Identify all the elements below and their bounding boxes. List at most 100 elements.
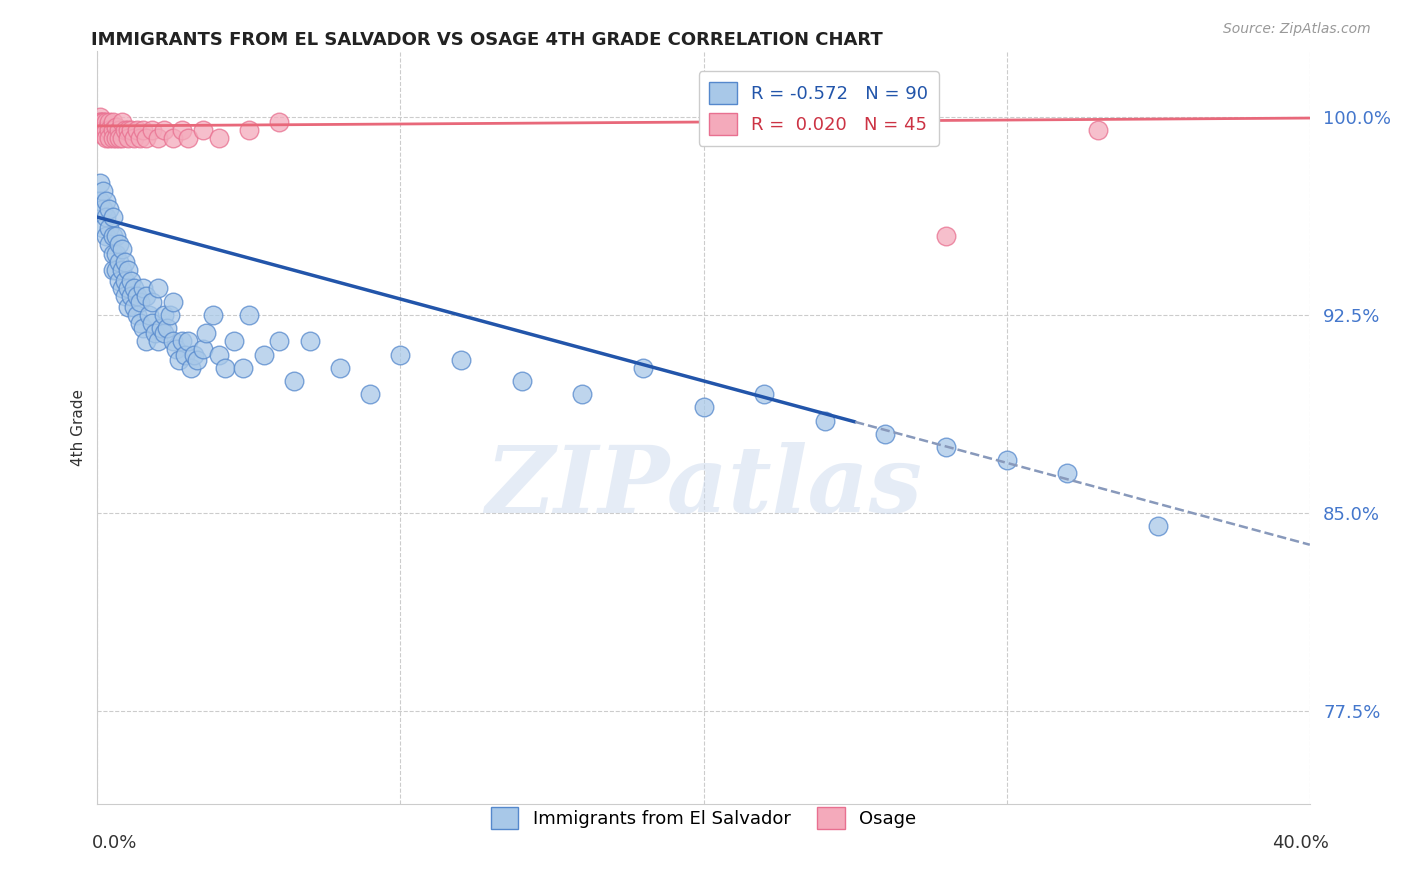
Point	[104, 120, 127, 135]
Point	[150, 321, 173, 335]
Point	[177, 334, 200, 349]
Point	[120, 289, 142, 303]
Point	[101, 115, 124, 129]
Point	[93, 115, 115, 129]
Point	[98, 236, 121, 251]
Point	[96, 131, 118, 145]
Point	[167, 352, 190, 367]
Legend: Immigrants from El Salvador, Osage: Immigrants from El Salvador, Osage	[484, 799, 924, 836]
Point	[186, 352, 208, 367]
Point	[132, 123, 155, 137]
Point	[814, 413, 837, 427]
Point	[98, 202, 121, 217]
Point	[98, 115, 121, 129]
Point	[110, 242, 132, 256]
Point	[114, 123, 136, 137]
Point	[138, 308, 160, 322]
Point	[159, 308, 181, 322]
Point	[174, 347, 197, 361]
Point	[214, 360, 236, 375]
Point	[269, 115, 291, 129]
Point	[162, 294, 184, 309]
Point	[135, 334, 157, 349]
Point	[98, 220, 121, 235]
Point	[114, 289, 136, 303]
Point	[120, 123, 142, 137]
Point	[450, 352, 472, 367]
Point	[104, 263, 127, 277]
Point	[89, 120, 111, 135]
Point	[107, 274, 129, 288]
Point	[114, 255, 136, 269]
Point	[128, 131, 150, 145]
Point	[89, 110, 111, 124]
Text: 40.0%: 40.0%	[1272, 834, 1329, 852]
Point	[117, 281, 139, 295]
Point	[183, 347, 205, 361]
Point	[96, 115, 118, 129]
Point	[692, 401, 714, 415]
Point	[754, 387, 776, 401]
Point	[193, 343, 215, 357]
Point	[135, 131, 157, 145]
Point	[96, 123, 118, 137]
Point	[172, 123, 194, 137]
Point	[93, 202, 115, 217]
Point	[101, 131, 124, 145]
Point	[117, 300, 139, 314]
Point	[141, 123, 163, 137]
Point	[125, 308, 148, 322]
Point	[104, 247, 127, 261]
Point	[110, 115, 132, 129]
Point	[238, 308, 260, 322]
Point	[114, 274, 136, 288]
Point	[101, 123, 124, 137]
Y-axis label: 4th Grade: 4th Grade	[72, 389, 86, 466]
Text: ZIPatlas: ZIPatlas	[485, 442, 922, 533]
Point	[172, 334, 194, 349]
Point	[117, 263, 139, 277]
Point	[89, 123, 111, 137]
Point	[153, 326, 176, 341]
Point	[195, 326, 218, 341]
Point	[128, 294, 150, 309]
Point	[162, 131, 184, 145]
Point	[96, 228, 118, 243]
Point	[141, 294, 163, 309]
Point	[96, 210, 118, 224]
Point	[135, 289, 157, 303]
Point	[117, 131, 139, 145]
Point	[101, 247, 124, 261]
Point	[207, 347, 229, 361]
Point	[153, 123, 176, 137]
Point	[132, 281, 155, 295]
Point	[89, 176, 111, 190]
Point	[104, 131, 127, 145]
Point	[98, 131, 121, 145]
Point	[122, 300, 145, 314]
Point	[110, 281, 132, 295]
Point	[120, 274, 142, 288]
Point	[165, 343, 187, 357]
Point	[875, 426, 897, 441]
Point	[122, 281, 145, 295]
Text: 0.0%: 0.0%	[91, 834, 136, 852]
Point	[128, 316, 150, 330]
Point	[232, 360, 254, 375]
Point	[93, 184, 115, 198]
Point	[146, 334, 169, 349]
Point	[132, 321, 155, 335]
Point	[269, 334, 291, 349]
Point	[89, 115, 111, 129]
Point	[162, 334, 184, 349]
Point	[1087, 123, 1109, 137]
Point	[935, 228, 957, 243]
Point	[631, 360, 654, 375]
Point	[93, 220, 115, 235]
Point	[193, 123, 215, 137]
Point	[110, 131, 132, 145]
Point	[117, 123, 139, 137]
Text: Source: ZipAtlas.com: Source: ZipAtlas.com	[1223, 22, 1371, 37]
Point	[238, 123, 260, 137]
Point	[107, 123, 129, 137]
